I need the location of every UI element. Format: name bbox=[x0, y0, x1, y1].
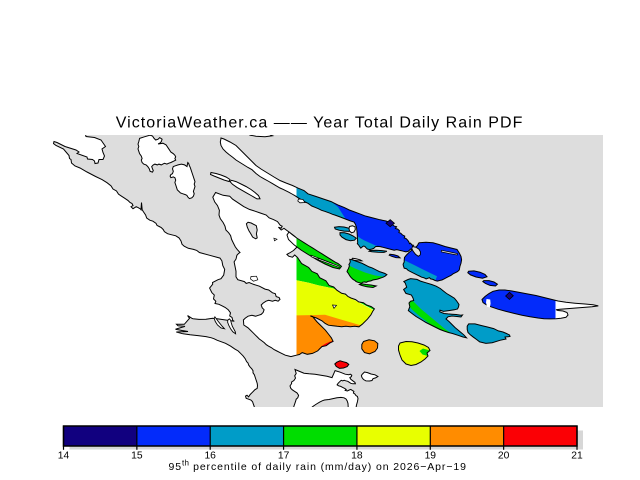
svg-text:19: 19 bbox=[425, 451, 437, 462]
svg-text:VictoriaWeather.ca —— Year Tot: VictoriaWeather.ca —— Year Total Daily R… bbox=[116, 115, 524, 132]
svg-text:16: 16 bbox=[204, 451, 216, 462]
svg-text:20: 20 bbox=[498, 451, 510, 462]
svg-text:14: 14 bbox=[58, 451, 70, 462]
svg-text:15: 15 bbox=[131, 451, 143, 462]
svg-text:95th percentile of daily rain: 95th percentile of daily rain (mm/day) o… bbox=[169, 459, 467, 473]
svg-text:18: 18 bbox=[351, 451, 363, 462]
svg-text:17: 17 bbox=[278, 451, 290, 462]
svg-text:21: 21 bbox=[571, 451, 583, 462]
